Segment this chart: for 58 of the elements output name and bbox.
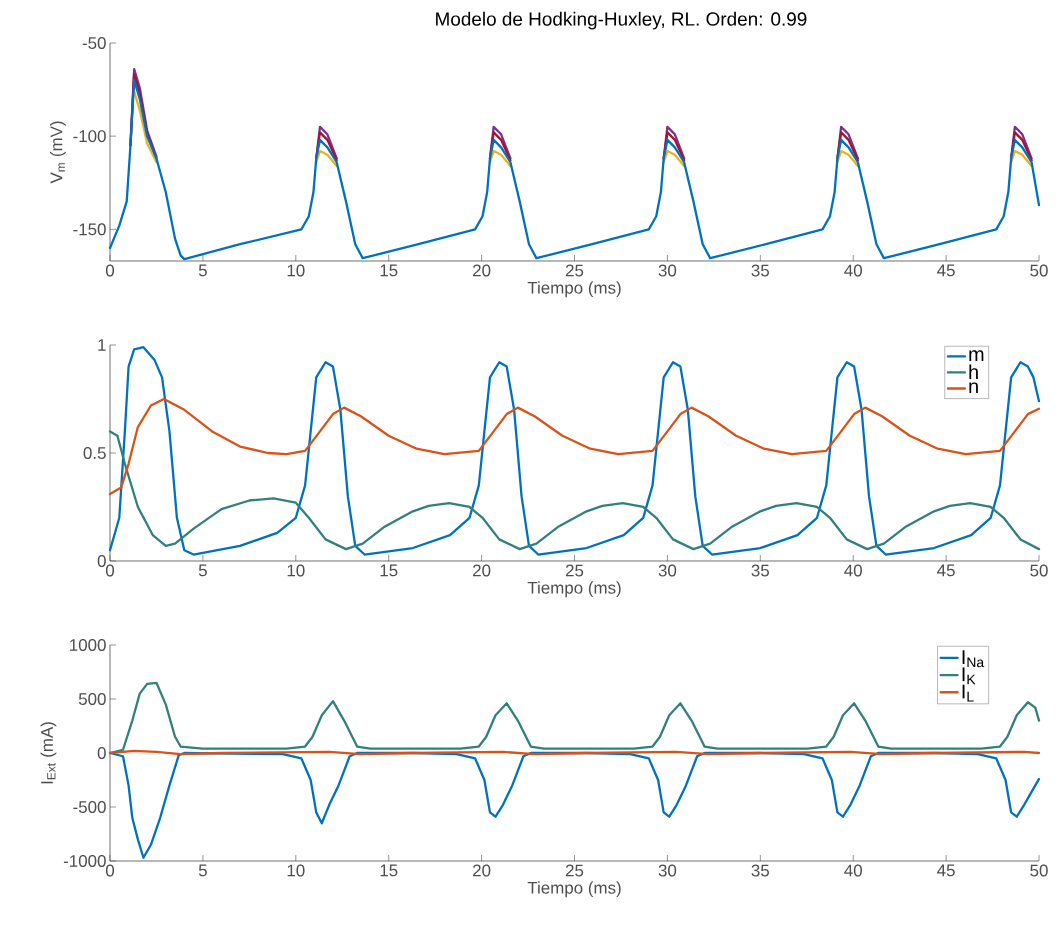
x-tick-label: 25 — [565, 564, 584, 577]
x-tick-label: 15 — [380, 864, 398, 877]
x-tick-label: 30 — [658, 264, 677, 277]
y-tick-label: -50 — [82, 36, 106, 49]
x-axis-title: Tiempo (ms) — [527, 581, 621, 598]
x-tick-label: 40 — [844, 564, 862, 577]
y-tick-label: -150 — [73, 223, 106, 236]
x-tick-label: 0 — [105, 864, 115, 877]
y-tick-label: 500 — [78, 693, 106, 705]
x-tick-label: 40 — [844, 864, 862, 877]
y-tick-label: 1000 — [70, 639, 106, 651]
x-axis-title: Tiempo (ms) — [527, 281, 621, 298]
legend-label: m — [969, 350, 984, 361]
x-tick-label: 20 — [473, 264, 491, 277]
line-series — [108, 397, 1041, 496]
x-tick-label: 0 — [105, 264, 115, 277]
x-tick-label: 20 — [473, 864, 491, 877]
legend-label: n — [969, 382, 978, 394]
legend-label: I$_{K}$ — [962, 667, 976, 685]
y-tick-label: 1 — [98, 339, 106, 351]
y-tick-label: -1000 — [63, 855, 106, 867]
x-tick-label: 50 — [1030, 864, 1048, 877]
x-tick-label: 35 — [751, 564, 770, 577]
chart-title: Modelo de Hodking-Huxley, RL. Orden: 0.99 — [436, 11, 807, 30]
legend-label: I$_{L}$ — [962, 684, 974, 702]
line-series — [108, 430, 1041, 551]
x-tick-label: 0 — [105, 564, 115, 577]
x-tick-label: 45 — [937, 564, 955, 577]
x-tick-label: 5 — [198, 864, 207, 877]
y-tick-label: -100 — [73, 130, 106, 143]
y-axis-title: I$_{Ext}$ (mA) — [40, 722, 57, 784]
y-tick-label: -500 — [73, 801, 106, 813]
x-tick-label: 15 — [380, 564, 398, 577]
x-tick-label: 35 — [751, 264, 770, 277]
x-tick-label: 15 — [380, 264, 398, 277]
x-tick-label: 50 — [1030, 564, 1048, 577]
x-tick-label: 30 — [658, 864, 677, 877]
x-tick-label: 25 — [565, 264, 584, 277]
x-tick-label: 10 — [287, 264, 305, 277]
x-tick-label: 25 — [565, 864, 584, 877]
x-axis-title: Tiempo (ms) — [527, 881, 621, 898]
x-tick-label: 45 — [937, 864, 955, 877]
x-tick-label: 35 — [751, 864, 770, 877]
x-tick-label: 5 — [198, 264, 207, 277]
x-tick-label: 30 — [658, 564, 677, 577]
y-tick-label: 0 — [97, 747, 106, 759]
legend-label: I$_{Na}$ — [962, 650, 985, 668]
x-tick-label: 20 — [473, 564, 491, 577]
x-tick-label: 10 — [287, 564, 305, 577]
legend-label: h — [969, 364, 978, 379]
x-tick-label: 10 — [287, 864, 305, 877]
y-tick-label: 0 — [97, 555, 106, 567]
x-tick-label: 45 — [937, 264, 955, 277]
x-tick-label: 5 — [198, 564, 207, 577]
x-tick-label: 50 — [1030, 264, 1048, 277]
y-axis-title: V$_{m}$ (mV) — [49, 121, 66, 184]
y-tick-label: 0.5 — [83, 447, 106, 459]
x-tick-label: 40 — [844, 264, 862, 277]
